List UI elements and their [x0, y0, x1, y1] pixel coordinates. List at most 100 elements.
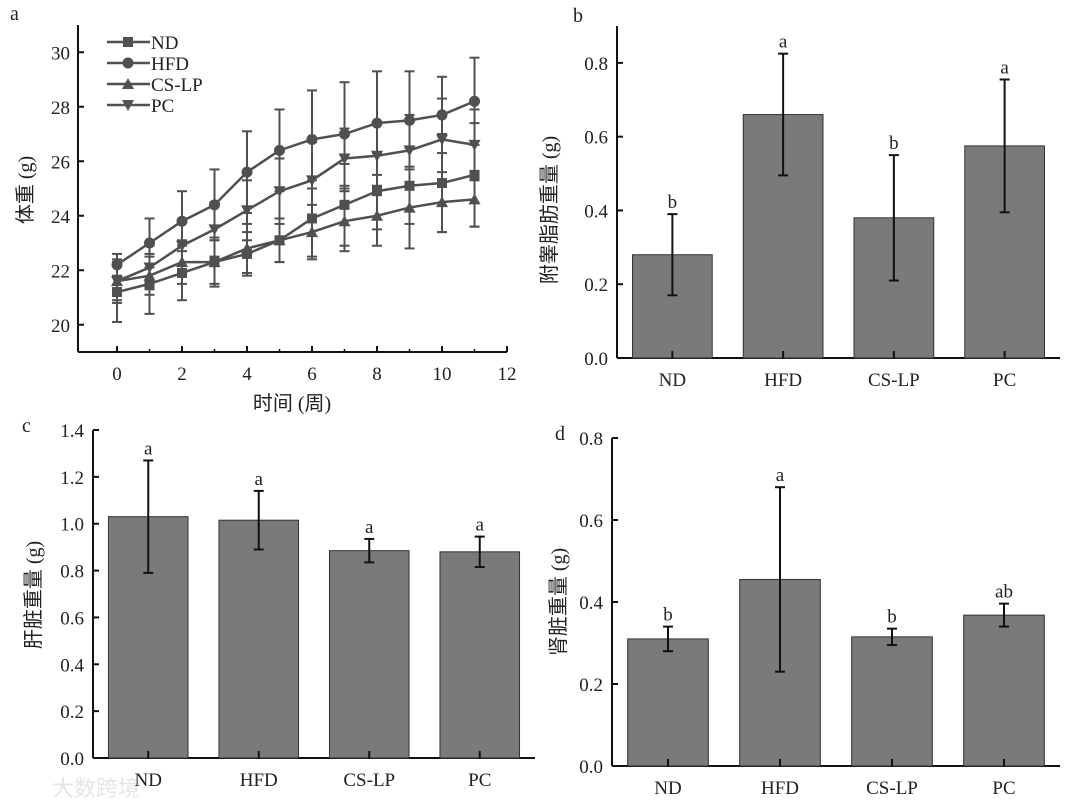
significance-letter-PC: a [476, 515, 485, 536]
series-line-HFD [116, 100, 475, 266]
y-tick-label-d: 0.8 [579, 429, 603, 450]
data-point-CS-LP [338, 215, 351, 227]
panel-label-c: c [22, 415, 31, 437]
y-tick-label-a: 26 [51, 152, 70, 173]
y-tick-label-b: 0.4 [584, 201, 608, 222]
data-point-PC [241, 205, 253, 217]
data-point-PC [403, 145, 416, 157]
data-point-HFD [469, 95, 480, 107]
y-tick-label-c: 0.0 [60, 749, 84, 770]
x-tick-label-a: 2 [177, 364, 187, 385]
data-point-CS-LP [208, 256, 221, 268]
panel-label-a: a [10, 3, 19, 25]
x-axis-label-a: 时间 (周) [253, 392, 331, 415]
bar-CS-LP [851, 636, 933, 767]
x-tick-label-b: CS-LP [868, 370, 920, 391]
y-axis-label-a: 体重 (g) [14, 156, 37, 224]
y-tick-label-c: 1.2 [60, 468, 84, 489]
significance-letter-PC: a [1000, 57, 1009, 78]
y-tick-label-b: 0.2 [584, 275, 608, 296]
y-axis-label-c: 肝脏重量 (g) [22, 541, 45, 649]
bar-CS-LP [328, 550, 410, 759]
y-tick-label-b: 0.8 [584, 54, 608, 75]
y-tick-label-d: 0.0 [579, 757, 603, 778]
x-tick-label-c: HFD [240, 770, 278, 791]
y-tick-label-a: 22 [51, 261, 70, 282]
data-point-HFD [241, 166, 253, 178]
significance-letter-HFD: a [255, 469, 264, 490]
data-point-CS-LP [273, 234, 286, 246]
y-axis-label-b: 附睾脂肪重量 (g) [538, 136, 561, 284]
x-tick-label-a: 4 [242, 364, 252, 385]
y-tick-label-d: 0.2 [579, 675, 603, 696]
series-line-ND [116, 173, 475, 294]
legend-marker-ND [123, 37, 133, 47]
y-tick-label-c: 0.8 [60, 562, 84, 583]
panel-label-d: d [555, 423, 565, 445]
legend-label-PC: PC [151, 96, 174, 117]
significance-letter-HFD: a [779, 32, 788, 53]
x-tick-label-c: PC [468, 770, 491, 791]
significance-letter-ND: b [663, 605, 673, 626]
y-tick-label-c: 0.2 [60, 702, 84, 723]
data-point-PC [468, 139, 481, 151]
x-tick-label-c: CS-LP [343, 770, 395, 791]
legend-marker-CS-LP [122, 78, 134, 89]
x-tick-label-d: HFD [761, 778, 799, 799]
significance-letter-ND: b [668, 192, 678, 213]
data-point-HFD [274, 144, 285, 156]
y-tick-label-b: 0.0 [584, 349, 608, 370]
x-tick-label-a: 10 [433, 364, 452, 385]
y-tick-label-a: 28 [51, 98, 70, 119]
data-point-PC [208, 224, 221, 236]
y-tick-label-c: 0.4 [60, 655, 84, 676]
watermark: 大数跨境 [52, 777, 140, 802]
panel-label-b: b [573, 5, 583, 27]
series-line-PC [116, 138, 475, 283]
y-tick-label-a: 20 [51, 316, 70, 337]
x-tick-label-a: 12 [498, 364, 517, 385]
significance-letter-HFD: a [776, 465, 785, 486]
legend-marker-HFD [122, 57, 134, 69]
y-tick-label-a: 24 [51, 207, 71, 228]
bar-PC [439, 551, 521, 759]
x-tick-label-d: CS-LP [866, 778, 918, 799]
data-point-CS-LP [468, 193, 481, 205]
y-tick-label-c: 1.0 [60, 515, 84, 536]
significance-letter-PC: ab [995, 582, 1013, 603]
x-tick-label-b: PC [993, 370, 1016, 391]
significance-letter-CS-LP: a [365, 517, 374, 538]
data-point-PC [306, 175, 318, 187]
series-line-CS-LP [116, 198, 475, 283]
data-point-PC [176, 240, 188, 252]
x-tick-label-d: ND [654, 778, 681, 799]
bar-PC [963, 614, 1045, 767]
data-point-PC [273, 186, 286, 198]
x-tick-label-a: 6 [307, 364, 317, 385]
x-tick-label-a: 8 [372, 364, 382, 385]
y-tick-label-c: 1.4 [60, 421, 84, 442]
legend-label-CS-LP: CS-LP [151, 75, 203, 96]
data-point-CS-LP [371, 209, 383, 221]
x-tick-label-b: HFD [764, 370, 802, 391]
bar-ND [627, 638, 709, 767]
significance-letter-CS-LP: b [889, 133, 899, 154]
legend-label-ND: ND [151, 33, 178, 54]
data-point-CS-LP [403, 201, 416, 213]
significance-letter-ND: a [144, 438, 153, 459]
data-point-PC [436, 134, 448, 146]
y-tick-label-b: 0.6 [584, 128, 608, 149]
y-tick-label-d: 0.6 [579, 511, 603, 532]
x-tick-label-a: 0 [112, 364, 122, 385]
data-point-PC [338, 153, 351, 165]
legend-label-HFD: HFD [151, 54, 189, 75]
x-tick-label-d: PC [992, 778, 1015, 799]
y-tick-label-c: 0.6 [60, 608, 84, 629]
data-point-PC [143, 262, 156, 274]
y-tick-label-d: 0.4 [579, 593, 603, 614]
y-axis-label-d: 肾脏重量 (g) [547, 548, 570, 656]
data-point-PC [371, 150, 383, 162]
x-tick-label-c: ND [135, 770, 162, 791]
data-point-PC [111, 276, 123, 288]
